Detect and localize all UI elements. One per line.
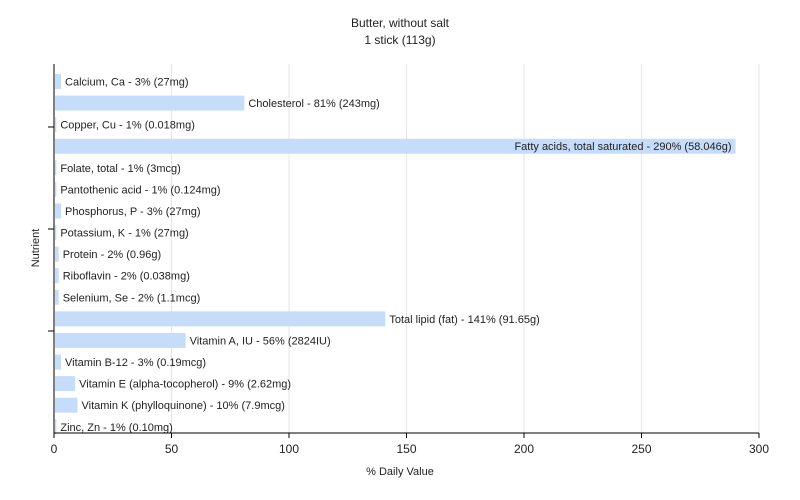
bar-label: Folate, total - 1% (3mcg)	[60, 163, 180, 175]
bar	[55, 74, 62, 89]
chart-subtitle: 1 stick (113g)	[364, 33, 436, 47]
bar	[55, 332, 186, 348]
bar-label: Vitamin B-12 - 3% (0.19mcg)	[65, 357, 206, 369]
bar	[55, 225, 57, 241]
bar	[55, 397, 78, 413]
x-axis-label: % Daily Value	[366, 466, 434, 478]
bar-label: Zinc, Zn - 1% (0.10mg)	[60, 422, 172, 434]
bar	[55, 181, 57, 197]
bar-label: Copper, Cu - 1% (0.018mg)	[60, 120, 195, 132]
bar	[55, 160, 57, 176]
x-tick-label: 50	[165, 442, 179, 456]
bar-label: Calcium, Ca - 3% (27mg)	[65, 77, 188, 89]
x-tick-label: 150	[396, 442, 416, 456]
bar	[55, 246, 59, 262]
bar	[55, 289, 59, 305]
x-tick-label: 100	[279, 442, 299, 456]
bar	[55, 311, 386, 327]
bar	[55, 138, 736, 154]
bar	[55, 268, 59, 284]
bar-label: Cholesterol - 81% (243mg)	[248, 98, 379, 110]
bar	[55, 419, 57, 435]
bar-label: Vitamin E (alpha-tocopherol) - 9% (2.62m…	[79, 379, 291, 391]
bar-label: Fatty acids, total saturated - 290% (58.…	[514, 141, 731, 153]
bar-label: Selenium, Se - 2% (1.1mcg)	[63, 292, 201, 304]
x-tick-label: 300	[749, 442, 769, 456]
bar-label: Phosphorus, P - 3% (27mg)	[65, 206, 201, 218]
bar-label: Protein - 2% (0.96g)	[63, 249, 161, 261]
bar	[55, 354, 62, 370]
chart-title: Butter, without salt	[350, 16, 450, 30]
bar-label: Pantothenic acid - 1% (0.124mg)	[60, 184, 220, 196]
x-tick-label: 0	[51, 442, 58, 456]
bar	[55, 95, 245, 111]
x-tick-label: 250	[631, 442, 651, 456]
bar-label: Vitamin A, IU - 56% (2824IU)	[190, 335, 331, 347]
bar	[55, 376, 76, 392]
bar-label: Riboflavin - 2% (0.038mg)	[63, 271, 190, 283]
bar-label: Total lipid (fat) - 141% (91.65g)	[389, 314, 539, 326]
x-tick-label: 200	[514, 442, 534, 456]
bar-label: Potassium, K - 1% (27mg)	[60, 228, 188, 240]
bar	[55, 203, 62, 219]
bar	[55, 117, 57, 133]
bar-label: Vitamin K (phylloquinone) - 10% (7.9mcg)	[82, 400, 285, 412]
